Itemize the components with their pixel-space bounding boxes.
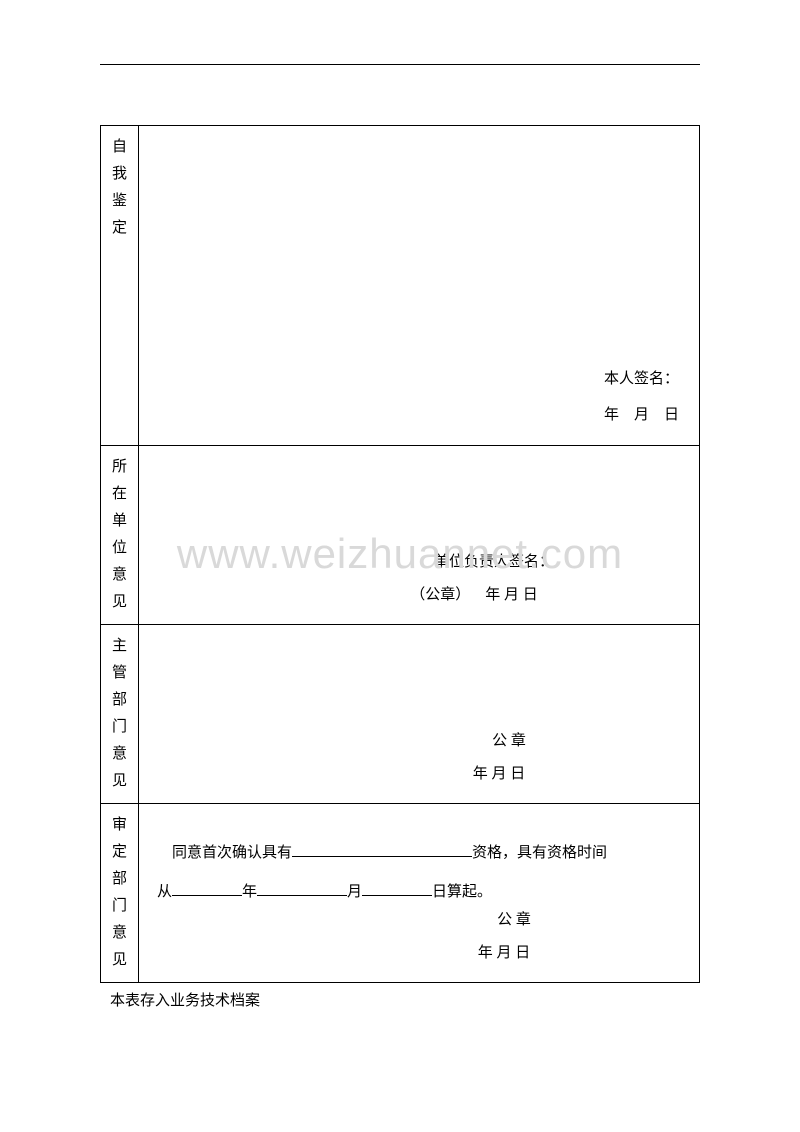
text-day: 日算起。: [432, 884, 492, 900]
blank-month[interactable]: [257, 881, 347, 896]
seal-label: 公 章: [139, 725, 699, 758]
approval-opinion-label: 审 定 部 门 意 见: [101, 804, 139, 983]
label-char: 审: [101, 812, 138, 839]
label-char: 意: [101, 920, 138, 947]
table-row: 所 在 单 位 意 见 单位负责人签名： （公章） 年 月 日: [101, 446, 700, 625]
header-rule: [100, 64, 700, 65]
date-line: 年 月 日: [485, 587, 538, 603]
self-assessment-content: 本人签名： 年 月 日: [139, 126, 700, 446]
footer-note: 本表存入业务技术档案: [100, 989, 700, 1010]
date-line: 年 月 日: [139, 937, 699, 970]
approval-text: 同意首次确认具有 资格，具有资格时间 从 年 月 日算起。: [157, 816, 681, 912]
label-char: 自: [101, 134, 138, 161]
label-char: 部: [101, 687, 138, 714]
label-char: 管: [101, 660, 138, 687]
signature-block: 公 章 年 月 日: [139, 904, 699, 970]
signature-block: 公 章 年 月 日: [139, 725, 699, 791]
approval-line1: 同意首次确认具有 资格，具有资格时间: [157, 834, 681, 873]
label-char: 门: [101, 893, 138, 920]
label-char: 主: [101, 633, 138, 660]
seal-label: 公 章: [139, 904, 699, 937]
label-char: 部: [101, 866, 138, 893]
label-char: 我: [101, 161, 138, 188]
label-char: 定: [101, 839, 138, 866]
signature-label: 单位负责人签名：: [139, 546, 699, 579]
label-char: 鉴: [101, 188, 138, 215]
blank-qualification[interactable]: [292, 842, 472, 857]
seal-label: （公章）: [410, 587, 470, 603]
label-char: 位: [101, 535, 138, 562]
label-char: 在: [101, 481, 138, 508]
signature-block: 本人签名： 年 月 日: [604, 361, 679, 433]
label-char: 意: [101, 741, 138, 768]
form-table: 自 我 鉴 定 本人签名： 年 月 日 所 在 单 位 意 见: [100, 125, 700, 983]
date-line: 年 月 日: [604, 397, 679, 433]
blank-year[interactable]: [172, 881, 242, 896]
seal-date-line: （公章） 年 月 日: [139, 579, 699, 612]
date-line: 年 月 日: [139, 758, 699, 791]
page-container: 自 我 鉴 定 本人签名： 年 月 日 所 在 单 位 意 见: [0, 0, 800, 1050]
label-char: 见: [101, 947, 138, 974]
text-prefix: 同意首次确认具有: [172, 845, 292, 861]
table-row: 自 我 鉴 定 本人签名： 年 月 日: [101, 126, 700, 446]
signature-label: 本人签名：: [604, 361, 679, 397]
signature-block: 单位负责人签名： （公章） 年 月 日: [139, 546, 699, 612]
text-year: 年: [242, 884, 257, 900]
text-month: 月: [347, 884, 362, 900]
self-assessment-label: 自 我 鉴 定: [101, 126, 139, 446]
label-char: 单: [101, 508, 138, 535]
table-row: 主 管 部 门 意 见 公 章 年 月 日: [101, 625, 700, 804]
text-from: 从: [157, 884, 172, 900]
label-char: 定: [101, 215, 138, 242]
label-char: 门: [101, 714, 138, 741]
blank-day[interactable]: [362, 881, 432, 896]
label-char: 见: [101, 589, 138, 616]
dept-opinion-content: 公 章 年 月 日: [139, 625, 700, 804]
unit-opinion-content: 单位负责人签名： （公章） 年 月 日: [139, 446, 700, 625]
label-char: 意: [101, 562, 138, 589]
label-char: 见: [101, 768, 138, 795]
dept-opinion-label: 主 管 部 门 意 见: [101, 625, 139, 804]
text-mid1: 资格，具有资格时间: [472, 845, 607, 861]
table-row: 审 定 部 门 意 见 同意首次确认具有 资格，具有资格时间 从 年 月 日算起。: [101, 804, 700, 983]
label-char: 所: [101, 454, 138, 481]
unit-opinion-label: 所 在 单 位 意 见: [101, 446, 139, 625]
approval-opinion-content: 同意首次确认具有 资格，具有资格时间 从 年 月 日算起。 公 章 年 月 日: [139, 804, 700, 983]
